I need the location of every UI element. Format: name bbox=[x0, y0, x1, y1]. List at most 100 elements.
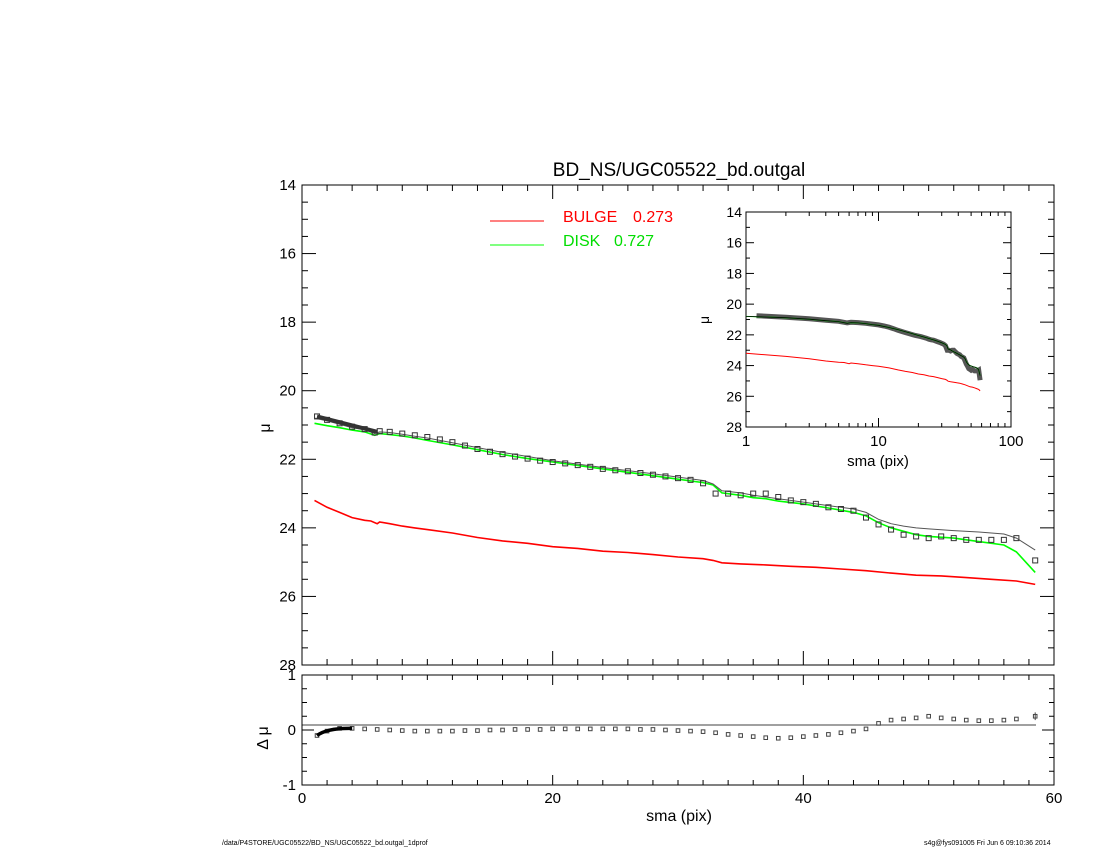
residual-point bbox=[838, 730, 844, 736]
residual-point bbox=[763, 735, 769, 741]
residual-point bbox=[876, 721, 881, 726]
inset-x-tick-label: 1 bbox=[742, 433, 750, 450]
inset-panel: 14 16 18 20 22 24 26 281 10 100 μ sma (pix) bbox=[696, 204, 1024, 470]
data-point bbox=[599, 465, 606, 472]
residual-point bbox=[537, 727, 543, 732]
residual-point bbox=[851, 728, 856, 734]
data-point bbox=[875, 521, 882, 528]
residual-point bbox=[901, 716, 906, 722]
series-line-bulge bbox=[314, 499, 1036, 586]
data-point bbox=[1013, 535, 1020, 542]
residual-point bbox=[650, 727, 656, 732]
residual-point bbox=[750, 734, 756, 739]
model-total-line bbox=[314, 417, 1036, 551]
data-point bbox=[487, 448, 493, 455]
inset-y-axis-label: μ bbox=[696, 316, 712, 324]
footer-timestamp: s4g@fys091005 Fri Jun 6 09:10:36 2014 bbox=[924, 840, 1051, 847]
data-point bbox=[537, 457, 544, 464]
residual-point bbox=[374, 727, 380, 732]
footer-path: /data/P4STORE/UGC05522/BD_NS/UGC05522_bd… bbox=[222, 840, 428, 847]
data-point bbox=[900, 531, 907, 538]
data-point bbox=[938, 533, 945, 540]
inset-x-tick-label: 10 bbox=[870, 433, 887, 450]
residual-y-tick-label: 1 bbox=[288, 667, 296, 684]
residual-point bbox=[1014, 716, 1019, 722]
data-point bbox=[950, 535, 957, 542]
data-point bbox=[449, 439, 456, 446]
residual-point bbox=[976, 718, 982, 723]
main-y-tick-label: 14 bbox=[279, 177, 296, 194]
residual-point bbox=[638, 727, 643, 732]
legend: BULGE 0.273 DISK 0.727 bbox=[490, 209, 673, 250]
inset-x-axis-label: sma (pix) bbox=[847, 453, 909, 470]
data-point bbox=[850, 507, 857, 514]
data-point bbox=[1000, 536, 1007, 543]
data-point bbox=[863, 514, 869, 521]
residual-point bbox=[926, 713, 931, 719]
chart-title: BD_NS/UGC05522_bd.outgal bbox=[553, 160, 805, 181]
data-point bbox=[737, 492, 744, 499]
residual-y-tick-label: -1 bbox=[283, 777, 296, 794]
residual-point bbox=[713, 730, 718, 736]
data-point bbox=[424, 434, 431, 440]
data-point bbox=[562, 460, 569, 467]
data-point-band bbox=[316, 414, 378, 434]
legend-label-disk: DISK bbox=[563, 233, 601, 250]
data-point bbox=[812, 500, 819, 507]
legend-value-bulge: 0.273 bbox=[633, 209, 673, 226]
residual-point bbox=[412, 728, 418, 734]
data-point bbox=[524, 455, 531, 462]
residual-point bbox=[688, 728, 693, 734]
x-tick-label: 60 bbox=[1046, 790, 1063, 807]
main-y-tick-label: 18 bbox=[279, 314, 296, 331]
data-point bbox=[913, 533, 920, 540]
x-axis-label: sma (pix) bbox=[646, 808, 712, 825]
residual-point bbox=[575, 726, 581, 732]
residual-point bbox=[525, 727, 530, 732]
residual-point bbox=[1001, 717, 1007, 723]
data-point bbox=[925, 535, 932, 542]
residual-frame bbox=[301, 674, 1055, 786]
main-y-axis-label: μ bbox=[257, 423, 274, 432]
inset-bulge-line bbox=[745, 352, 981, 392]
data-point bbox=[587, 463, 594, 470]
residual-point bbox=[450, 728, 455, 734]
data-point bbox=[963, 536, 970, 543]
residual-point bbox=[387, 727, 393, 733]
data-point bbox=[675, 475, 681, 482]
residual-point bbox=[801, 734, 806, 739]
inset-total-line bbox=[745, 316, 981, 376]
data-point bbox=[750, 490, 757, 497]
residual-point bbox=[675, 728, 681, 733]
residual-point bbox=[487, 727, 493, 733]
inset-x-tick-label: 100 bbox=[998, 433, 1023, 450]
residual-point bbox=[913, 715, 919, 721]
x-tick-label: 40 bbox=[795, 790, 812, 807]
residual-point bbox=[399, 728, 405, 733]
series-line-disk bbox=[314, 422, 1036, 573]
main-y-tick-label: 24 bbox=[279, 520, 296, 537]
residual-point bbox=[512, 727, 518, 732]
data-point bbox=[386, 428, 393, 435]
data-point bbox=[499, 451, 506, 458]
main-y-ticks bbox=[302, 184, 1054, 666]
residual-point bbox=[562, 726, 568, 732]
residual-points-group bbox=[314, 712, 1038, 741]
inset-y-tick-label: 28 bbox=[726, 419, 742, 435]
data-point bbox=[888, 526, 895, 533]
inset-y-tick-label: 20 bbox=[726, 296, 742, 312]
data-point bbox=[512, 453, 519, 460]
residual-point bbox=[725, 732, 731, 737]
data-point bbox=[762, 490, 769, 497]
data-point bbox=[474, 446, 481, 452]
data-point bbox=[712, 490, 719, 497]
residual-point bbox=[362, 726, 367, 732]
residual-point bbox=[663, 727, 668, 733]
data-point bbox=[649, 471, 656, 478]
data-point bbox=[549, 459, 556, 466]
legend-value-disk: 0.727 bbox=[614, 233, 654, 250]
data-point bbox=[612, 467, 619, 474]
main-x-ticks bbox=[301, 185, 1055, 665]
